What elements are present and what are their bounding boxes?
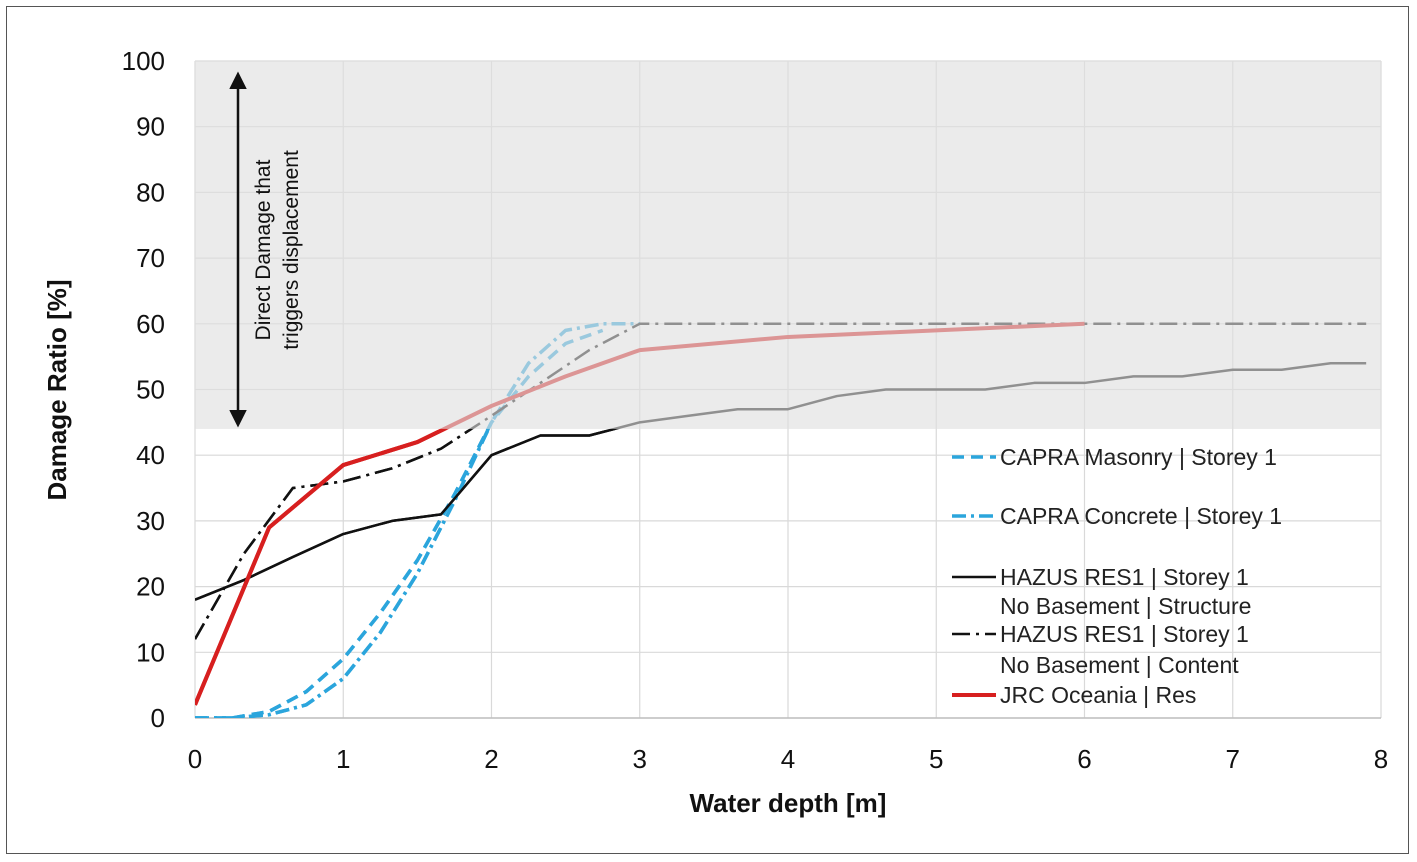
- x-tick-label: 3: [633, 744, 647, 774]
- direct-damage-shaded-region: [195, 61, 1381, 429]
- series-line-1-lower: [195, 430, 490, 718]
- y-tick-label: 0: [151, 703, 165, 733]
- x-tick-label: 0: [188, 744, 202, 774]
- legend-label-hazus-content-1: HAZUS RES1 | Storey 1: [1000, 621, 1249, 647]
- series-lines-below-threshold: [195, 430, 616, 718]
- x-tick-label: 2: [484, 744, 498, 774]
- y-tick-label: 60: [136, 309, 165, 339]
- x-tick-label: 4: [781, 744, 795, 774]
- y-tick-label: 20: [136, 572, 165, 602]
- y-tick-label: 100: [122, 46, 165, 76]
- y-tick-label: 40: [136, 440, 165, 470]
- legend-label-hazus-structure-1: HAZUS RES1 | Storey 1: [1000, 564, 1249, 590]
- legend-label-jrc-oceania: JRC Oceania | Res: [1000, 682, 1196, 708]
- series-line-0-lower: [195, 430, 490, 718]
- legend-label-hazus-content-2: No Basement | Content: [1000, 652, 1239, 678]
- x-tick-label: 5: [929, 744, 943, 774]
- x-tick-label: 7: [1226, 744, 1240, 774]
- x-tick-label: 8: [1374, 744, 1388, 774]
- y-tick-label: 70: [136, 243, 165, 273]
- y-axis-label: Damage Ratio [%]: [42, 279, 72, 500]
- legend-label-capra-masonry: CAPRA Masonry | Storey 1: [1000, 444, 1277, 470]
- legend-label-hazus-structure-2: No Basement | Structure: [1000, 593, 1251, 619]
- x-tick-labels: 0 1 2 3 4 5 6 7 8: [188, 744, 1388, 774]
- y-tick-label: 90: [136, 112, 165, 142]
- series-line-4-lower: [195, 430, 447, 706]
- x-tick-label: 6: [1077, 744, 1091, 774]
- y-tick-label: 80: [136, 177, 165, 207]
- y-tick-label: 50: [136, 375, 165, 405]
- annotation-line-1: Direct Damage that: [252, 159, 275, 340]
- x-tick-label: 1: [336, 744, 350, 774]
- legend-label-capra-concrete: CAPRA Concrete | Storey 1: [1000, 503, 1282, 529]
- annotation-line-2: triggers displacement: [280, 150, 303, 350]
- y-tick-label: 30: [136, 506, 165, 536]
- series-line-3-lower: [195, 430, 472, 640]
- x-axis-label: Water depth [m]: [690, 788, 887, 818]
- legend: CAPRA Masonry | Storey 1 CAPRA Concrete …: [952, 444, 1282, 708]
- y-tick-label: 10: [136, 637, 165, 667]
- series-line-2-lower: [195, 430, 616, 601]
- chart-frame: [6, 6, 1409, 854]
- y-tick-labels: 0 10 20 30 40 50 60 70 80 90 100: [122, 46, 165, 733]
